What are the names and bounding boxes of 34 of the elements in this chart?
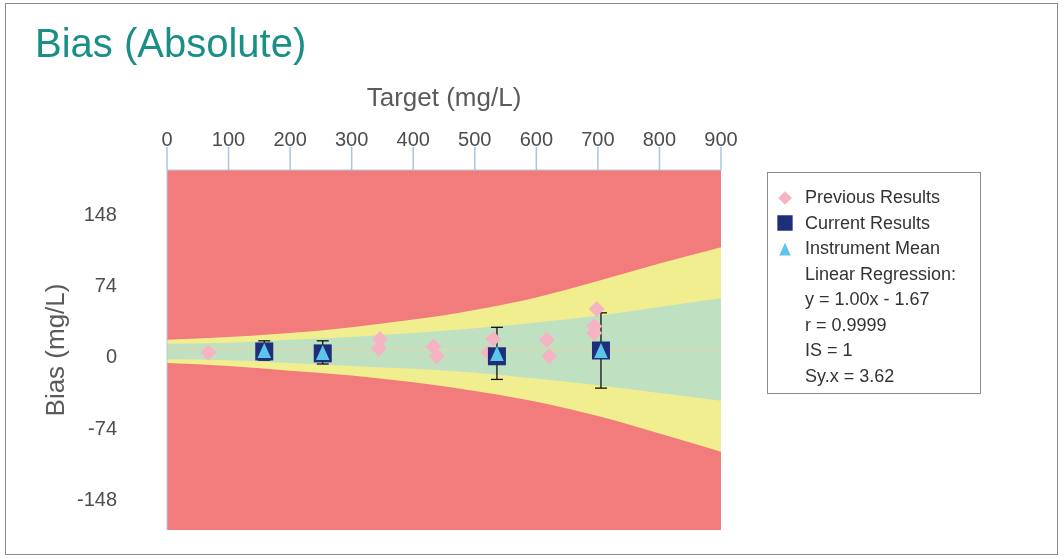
point [588,300,605,317]
x-tick-label: 100 [211,128,246,150]
point [541,348,558,365]
x-axis-title: Target (mg/L) [366,82,522,112]
legend-label: Instrument Mean [805,238,941,260]
text: IS = 1 [805,339,854,362]
point [538,331,555,348]
x-tick-label: 600 [519,128,554,150]
point [428,348,445,365]
text: r = 0.9999 [805,313,888,337]
x-tick-label: 800 [642,128,677,150]
x-tick-label: 400 [396,128,430,150]
y-tick-label: 74 [94,273,117,296]
legend-label: Previous Results [805,187,941,209]
y-tick-label: 148 [83,202,117,225]
y-tick-label: 0 [105,345,117,368]
point [200,344,217,361]
chart-title: Bias (Absolute) [35,21,307,65]
x-tick-label: 900 [704,128,738,150]
y-tick-label: -74 [88,416,117,439]
x-tick-label: 700 [581,128,615,150]
legend-label: Current Results [805,212,931,234]
point [371,330,388,347]
text: Linear Regression: [805,262,958,286]
y-axis-title: Bias (mg/L) [40,283,70,417]
text: Sy.x = 3.62 [805,364,896,388]
x-tick-label: 200 [273,128,307,150]
y-tick-label: -148 [76,488,117,511]
point [485,330,502,347]
text: y = 1.00x - 1.67 [805,288,931,311]
x-tick-label: 300 [334,128,369,150]
x-tick-label: 0 [161,128,173,150]
x-tick-label: 500 [458,128,492,150]
point [490,345,504,361]
